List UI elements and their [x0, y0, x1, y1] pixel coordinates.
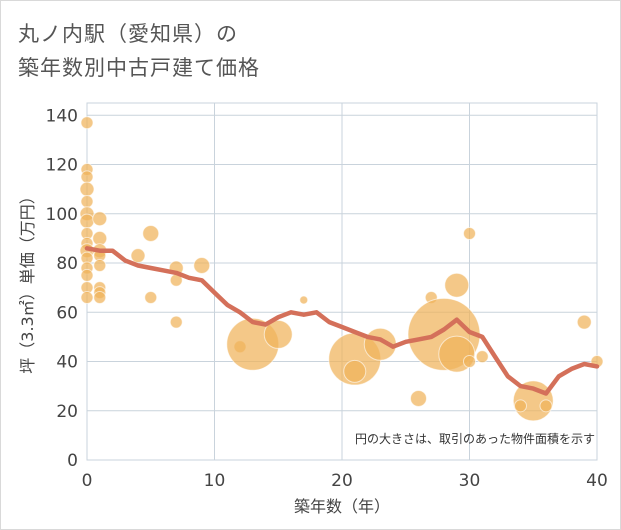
average-price-line [84, 246, 600, 396]
data-bubble [410, 389, 427, 407]
data-bubble [80, 194, 94, 208]
data-bubble [539, 399, 553, 413]
data-bubble [130, 248, 146, 264]
y-tick-label: 0 [67, 451, 78, 471]
data-bubble [93, 258, 107, 272]
data-bubble [343, 359, 367, 383]
y-tick-label: 80 [56, 254, 78, 274]
y-tick-label: 140 [46, 106, 78, 126]
x-tick-label: 20 [331, 471, 353, 491]
title-line-1: 丸ノ内駅（愛知県）の [18, 22, 238, 46]
data-bubble [80, 170, 94, 184]
y-axis-title: 坪（3.3㎡）単価（万円） [18, 188, 37, 373]
data-bubble [463, 226, 476, 240]
data-bubble [92, 211, 108, 227]
data-bubble [193, 256, 211, 274]
y-tick-label: 20 [56, 402, 78, 422]
average-line-layer [84, 246, 600, 396]
data-bubble [144, 291, 158, 305]
y-tick-label: 40 [56, 353, 78, 373]
axes-layer: 0 20 40 60 80 100 120 140 0 10 20 30 40 [46, 106, 608, 491]
x-tick-label: 30 [459, 471, 481, 491]
data-bubble [79, 213, 95, 229]
chart-title: 丸ノ内駅（愛知県）の 築年数別中古戸建て価格 [18, 17, 260, 85]
data-bubble [475, 350, 489, 364]
data-bubble [169, 315, 183, 329]
x-tick-label: 0 [82, 471, 93, 491]
x-tick-label: 10 [204, 471, 226, 491]
data-bubble [263, 319, 293, 349]
y-tick-label: 60 [56, 303, 78, 323]
x-tick-label: 40 [586, 471, 608, 491]
data-bubble [299, 295, 309, 305]
data-bubble [142, 224, 160, 242]
y-tick-label: 100 [46, 205, 78, 225]
data-bubble [80, 268, 94, 282]
data-bubble [80, 116, 94, 130]
data-bubble [79, 181, 95, 197]
data-bubble [463, 355, 476, 369]
data-bubble [576, 314, 592, 330]
grid-lines [86, 103, 598, 461]
size-note: 円の大きさは、取引のあった物件面積を示す [355, 431, 595, 446]
title-line-2: 築年数別中古戸建て価格 [18, 56, 260, 80]
data-bubble [444, 272, 470, 298]
data-bubble [80, 291, 94, 305]
y-tick-label: 120 [46, 156, 78, 176]
data-bubble [514, 399, 527, 413]
x-axis-title: 築年数（年） [294, 497, 390, 516]
data-bubble [93, 291, 107, 305]
